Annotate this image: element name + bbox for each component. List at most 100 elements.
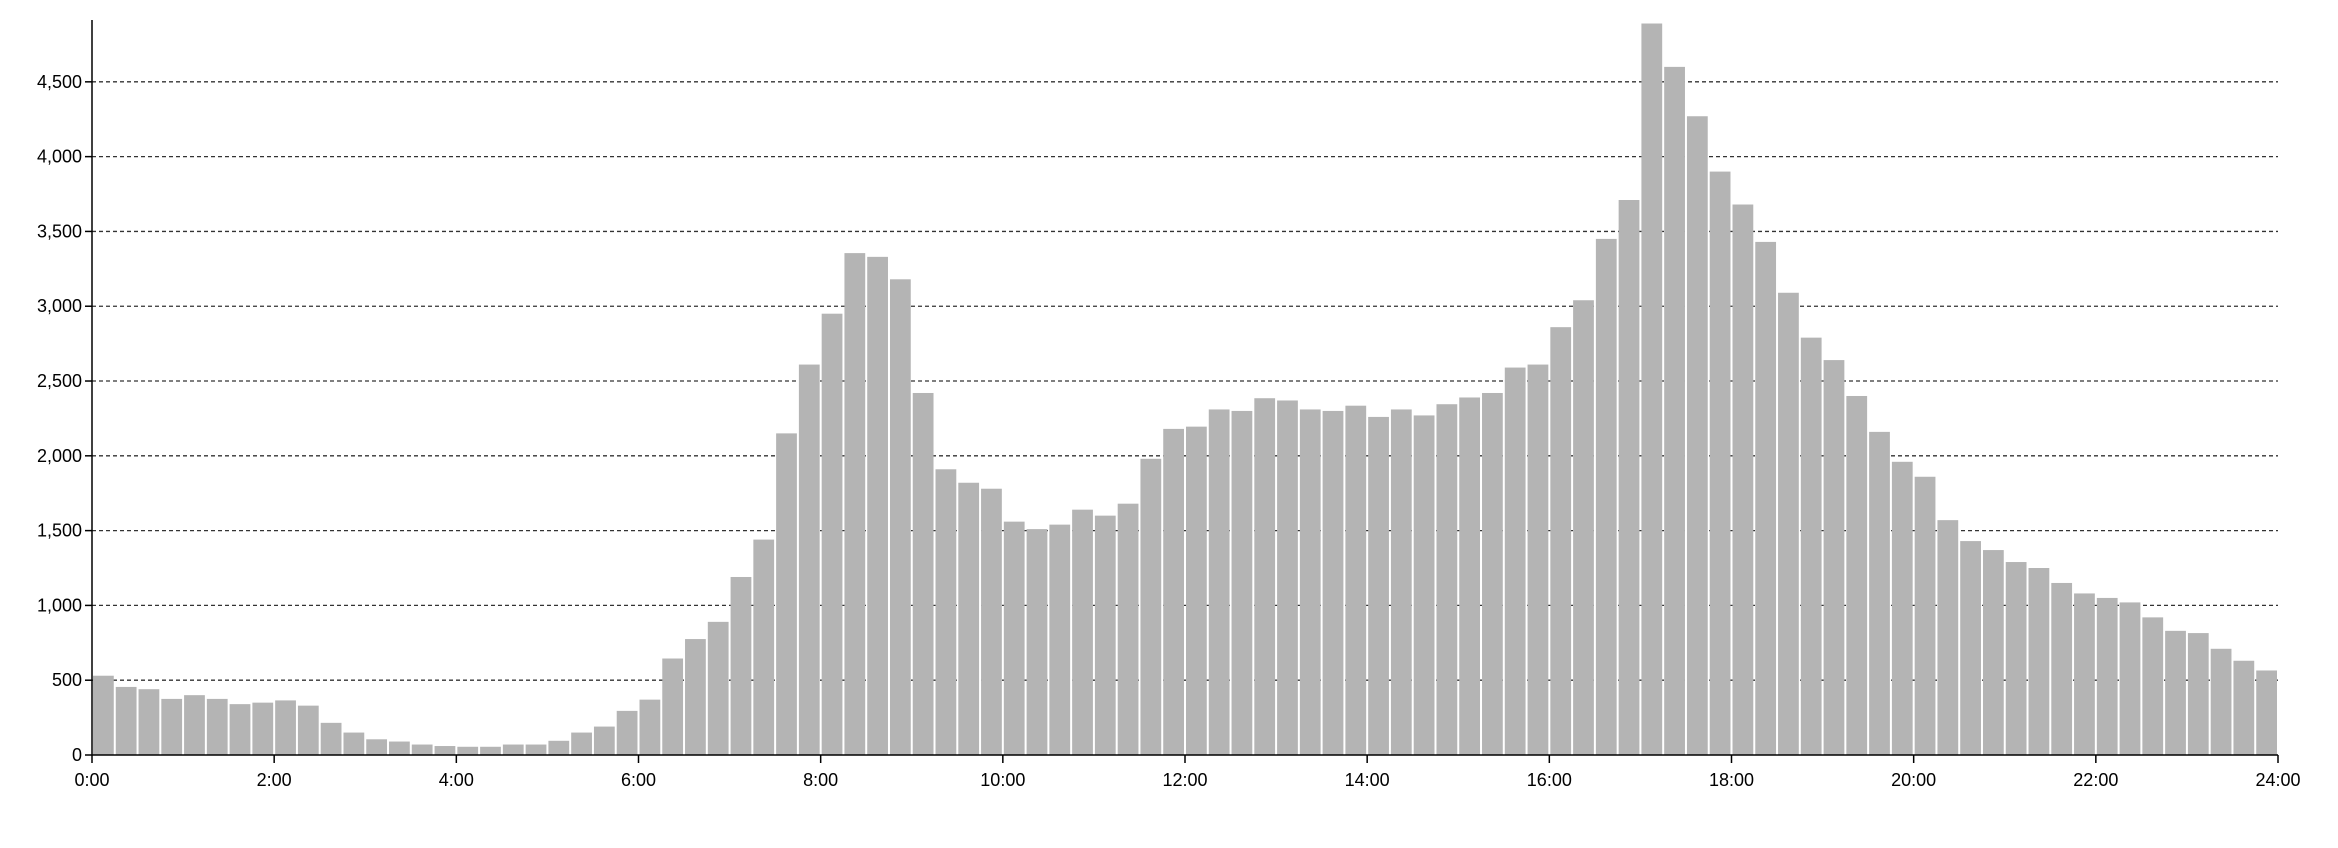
bar-11 [343,732,365,755]
bar-45 [1117,503,1139,755]
bar-47 [1163,428,1184,755]
bar-66 [1595,238,1617,756]
bar-90 [2142,617,2164,755]
bar-88 [2096,597,2118,755]
bar-56 [1368,416,1389,755]
bar-12 [366,739,388,755]
y-tick-label-2: 1,000 [37,595,82,615]
x-tick-label-10: 20:00 [1891,770,1936,790]
y-tick-label-5: 2,500 [37,371,82,391]
bar-42 [1049,524,1071,755]
bar-93 [2210,648,2232,755]
x-tick-label-12: 24:00 [2255,770,2300,790]
bar-57 [1390,409,1412,755]
bar-40 [1003,521,1025,755]
y-tick-label-7: 3,500 [37,221,82,241]
bar-41 [1026,529,1048,755]
bar-7 [252,702,274,755]
x-tick-label-9: 18:00 [1709,770,1754,790]
bar-54 [1322,410,1344,755]
bar-35 [889,279,911,755]
grid-lines [92,81,2278,681]
bar-74 [1778,292,1799,755]
x-tick-label-6: 12:00 [1162,770,1207,790]
bar-1 [115,686,137,755]
bar-77 [1846,395,1868,755]
y-tick-label-6: 3,000 [37,296,82,316]
bar-20 [548,740,570,755]
bar-33 [844,253,866,755]
y-tick-label-3: 1,500 [37,521,82,541]
bar-31 [798,364,820,755]
bar-43 [1072,509,1093,755]
bar-86 [2051,582,2073,755]
bar-49 [1208,409,1230,755]
bar-51 [1254,398,1276,755]
bar-6 [229,704,251,755]
bar-0 [93,675,114,755]
bar-70 [1686,116,1708,755]
bar-3 [161,698,183,755]
bar-68 [1641,23,1663,756]
bar-95 [2256,670,2277,755]
bar-61 [1482,392,1503,755]
bar-38 [958,482,980,755]
bar-84 [2005,562,2027,755]
bar-22 [593,726,615,755]
x-tick-label-3: 6:00 [621,770,656,790]
bar-36 [912,392,934,755]
y-tick-label-1: 500 [52,670,82,690]
bar-25 [662,658,684,755]
bar-67 [1618,200,1640,755]
bar-65 [1573,300,1594,755]
bar-85 [2028,568,2050,755]
bar-14 [411,744,433,755]
bar-37 [935,469,957,755]
bar-81 [1937,520,1959,755]
bar-78 [1869,431,1890,755]
bar-79 [1891,461,1913,755]
bar-52 [1277,400,1298,755]
bar-48 [1186,426,1207,755]
bar-64 [1550,327,1572,755]
bar-71 [1709,171,1731,755]
bar-89 [2119,602,2141,755]
bar-39 [981,488,1002,755]
x-tick-label-4: 8:00 [803,770,838,790]
bar-91 [2165,630,2186,755]
bar-44 [1094,515,1116,755]
bar-46 [1140,458,1162,755]
bar-75 [1800,337,1822,755]
bar-80 [1914,476,1936,755]
bar-62 [1504,367,1526,755]
bar-83 [1982,550,2004,755]
bar-60 [1459,397,1481,755]
bar-59 [1436,404,1458,755]
bar-55 [1345,405,1367,755]
bar-13 [389,741,410,755]
bar-28 [730,576,752,755]
bar-53 [1299,409,1321,755]
y-tick-label-8: 4,000 [37,147,82,167]
x-tick-label-0: 0:00 [74,770,109,790]
y-tick-label-4: 2,000 [37,446,82,466]
bar-76 [1823,360,1845,755]
bar-21 [571,732,592,755]
bar-10 [320,722,342,755]
bars [93,23,2277,756]
bar-58 [1413,415,1435,755]
bar-34 [867,256,888,755]
bar-2 [138,689,160,755]
bar-29 [753,539,775,755]
bar-50 [1231,410,1253,755]
bar-63 [1527,364,1549,755]
y-tick-label-0: 0 [72,745,82,765]
y-tick-label-9: 4,500 [37,72,82,92]
bar-4 [184,695,205,755]
bar-82 [1960,541,1981,755]
bar-18 [502,744,524,755]
bar-9 [297,705,319,755]
bar-27 [707,621,729,755]
bar-15 [434,746,456,755]
bar-24 [639,699,661,755]
